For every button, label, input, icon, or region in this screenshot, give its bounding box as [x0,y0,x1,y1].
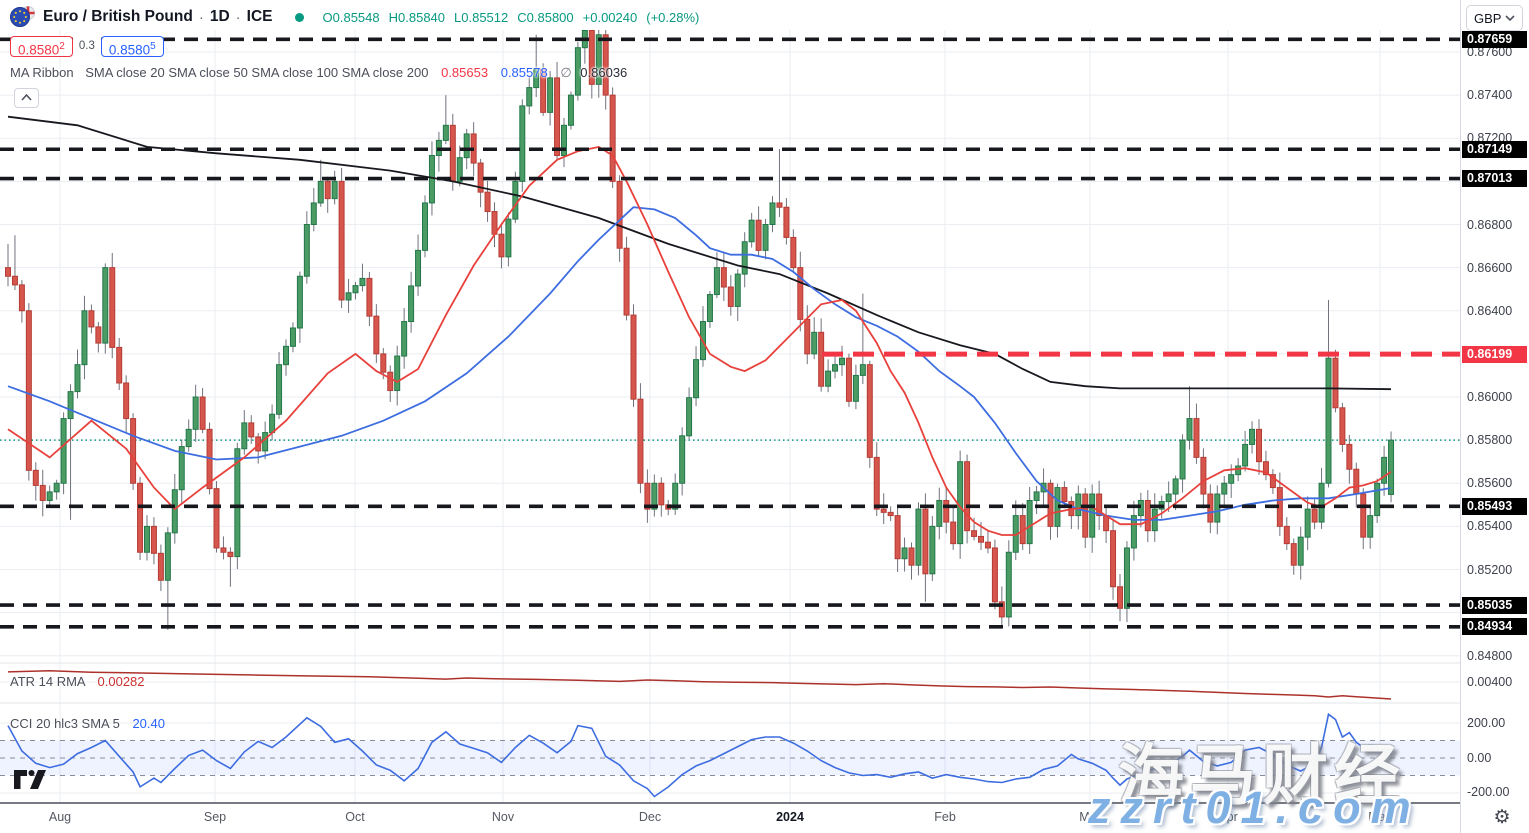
ask-price: 0.8580 [108,42,151,58]
symbol-title[interactable]: Euro / British Pound [43,8,193,25]
bid-ask-row: 0.85802 0.3 0.85805 [10,36,164,58]
price-axis[interactable]: GBP 0.87600 0.87400 0.87200 0.86800 0.86600 0… [1460,0,1529,833]
cci-legend[interactable]: CCI 20 hlc3 SMA 5 20.40 [10,716,165,731]
cci-band [0,740,1460,776]
price-tick: 0.86800 [1467,217,1513,232]
cci-tick: 0.00 [1467,751,1492,765]
time-axis-label: Dec [638,810,662,824]
levels-layer [0,37,1460,629]
cci-pane [7,712,1392,798]
interval-label[interactable]: 1D [209,8,230,25]
axis-settings-gear-icon[interactable]: ⚙ [1487,803,1517,831]
level-price-label: 0.87659 [1462,30,1527,48]
time-axis-label: May [1368,810,1392,824]
ohlc-open: O0.85548 [322,9,380,25]
ohlc-close: C0.85800 [517,9,574,25]
price-tick: 0.84800 [1467,648,1513,663]
candles-layer [5,30,1395,630]
cci-line [7,712,1392,798]
ma20-value: 0.85653 [441,65,489,80]
bid-price-sup: 2 [59,41,65,52]
sma50-line [7,206,1392,521]
change-percent: (+0.28%) [646,9,700,25]
separator: · [198,8,204,26]
change-value: +0.00240 [582,9,638,25]
level-price-label: 0.85493 [1462,497,1527,515]
price-pane [0,30,1460,630]
ma50-value: 0.85578 [500,65,548,80]
chevron-down-icon [1505,15,1515,21]
atr-tick: 0.00400 [1467,675,1513,689]
price-tick: 0.85800 [1467,433,1513,448]
cci-tick: -200.00 [1467,785,1510,799]
watermark-chinese: 海马财经 [1118,738,1406,812]
level-price-label: 0.87149 [1462,140,1527,158]
time-axis-label: Apr [1218,810,1238,824]
atr-pane [7,670,1392,700]
ma-average-symbol: ∅ [560,65,572,80]
ma-ribbon-legend[interactable]: MA Ribbon SMA close 20 SMA close 50 SMA … [10,65,627,81]
currency-pair-flag-icon [10,6,36,28]
ma200-value: 0.86036 [580,65,628,80]
level-price-label: 0.85035 [1462,596,1527,614]
ma-ribbon-name: MA Ribbon [10,65,74,80]
sma20-line [7,145,1392,536]
atr-name: ATR 14 RMA [10,674,85,689]
price-tick: 0.86400 [1467,303,1513,318]
cci-tick: 200.00 [1467,716,1506,730]
separator: · [235,8,241,26]
level-price-label: 0.86199 [1462,345,1527,363]
atr-value: 0.00282 [97,674,145,689]
time-axis-label: 2024 [776,810,804,824]
cci-value: 20.40 [132,716,165,731]
ma-ribbon-params: SMA close 20 SMA close 50 SMA close 100 … [85,65,429,80]
atr-legend[interactable]: ATR 14 RMA 0.00282 [10,674,145,689]
price-tick: 0.86600 [1467,260,1513,275]
price-tick: 0.85400 [1467,519,1513,534]
time-axis-label: Sep [203,810,227,824]
price-tick: 0.85600 [1467,476,1513,491]
chevron-up-icon [21,93,32,101]
legend-collapse-button[interactable] [14,88,39,108]
exchange-label[interactable]: ICE [246,8,273,25]
grid-layer [0,30,1460,803]
time-axis-label: Oct [345,810,365,824]
price-tick: 0.86000 [1467,390,1513,404]
time-axis[interactable]: Aug Sep Oct Nov Dec 2024 Feb Mar Apr May [0,804,1460,833]
spread-value: 0.3 [72,36,101,57]
time-axis-label: Nov [491,810,515,824]
sma200-line [7,115,1392,391]
symbol-header: Euro / British Pound · 1D · ICE O0.85548… [10,5,699,29]
watermark-url: zzrt01.com [1088,782,1421,833]
time-axis-label: Aug [48,810,72,824]
time-axis-label: Mar [1079,810,1101,824]
chart-canvas[interactable] [0,0,1460,833]
level-price-label: 0.87013 [1462,170,1527,188]
ohlc-low: L0.85512 [454,9,509,25]
currency-unit-label: GBP [1474,10,1502,26]
tradingview-logo[interactable] [14,770,47,794]
ohlc-high: H0.85840 [388,9,446,25]
level-price-label: 0.84934 [1462,618,1527,636]
bid-price-button[interactable]: 0.85802 [10,36,73,58]
ask-price-sup: 5 [150,41,156,52]
bid-price: 0.8580 [18,42,60,58]
price-tick: 0.87400 [1467,88,1513,103]
price-axis-background [1460,0,1529,833]
time-axis-label: Feb [934,810,956,824]
price-tick: 0.87600 [1467,45,1513,59]
currency-unit-dropdown[interactable]: GBP [1466,5,1523,31]
market-status-icon[interactable] [294,12,304,22]
price-tick: 0.85200 [1467,562,1513,577]
cci-name: CCI 20 hlc3 SMA 5 [10,716,120,731]
ask-price-button[interactable]: 0.85805 [100,36,164,58]
atr-line [7,670,1392,700]
